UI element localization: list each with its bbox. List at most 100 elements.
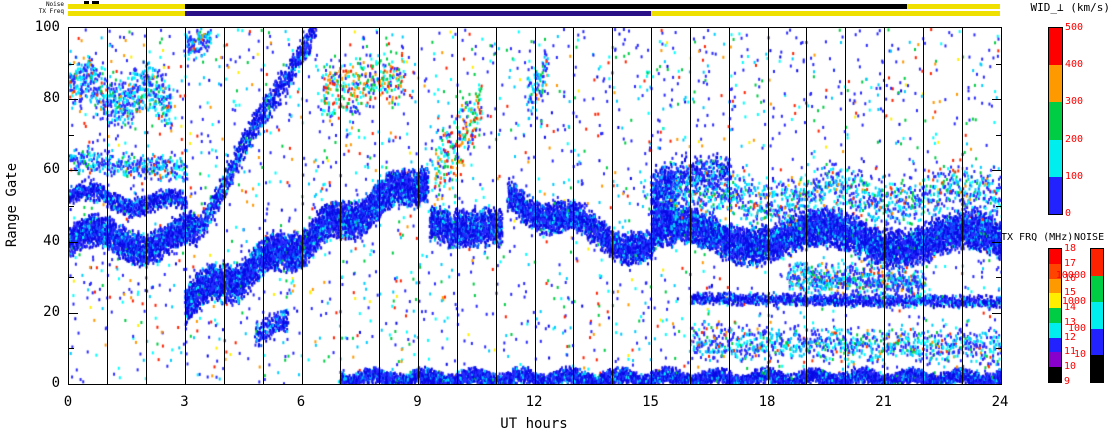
y-minor-tick bbox=[996, 206, 1001, 207]
y-axis-title: Range Gate bbox=[4, 162, 20, 248]
txfrq-colorbar-segment bbox=[1049, 263, 1061, 280]
hour-gridline bbox=[456, 28, 458, 384]
y-major-tick bbox=[992, 99, 1001, 101]
txfrq-colorbar-title: TX FRQ (MHz) bbox=[1001, 232, 1074, 243]
x-tick-label: 18 bbox=[758, 394, 776, 410]
noise-tick-label: 10000 bbox=[1055, 269, 1086, 281]
txfrq-colorbar-segment bbox=[1049, 322, 1061, 339]
status-bar-segment bbox=[68, 11, 185, 16]
y-minor-tick bbox=[996, 134, 1001, 136]
txfrq-tick-label: 15 bbox=[1064, 287, 1077, 299]
wid-tick-label: 300 bbox=[1065, 96, 1084, 108]
hour-gridline bbox=[185, 28, 186, 384]
noise-bar-label: Noise bbox=[45, 1, 64, 8]
wid-colorbar-segment bbox=[1049, 65, 1062, 103]
txfrq-colorbar-segment bbox=[1049, 293, 1061, 309]
status-bar-segment bbox=[184, 4, 907, 9]
x-tick-label: 21 bbox=[875, 394, 892, 410]
y-major-tick bbox=[69, 241, 78, 243]
status-bar-segment bbox=[184, 11, 651, 16]
y-tick-label: 80 bbox=[43, 90, 60, 107]
txfrq-tick-label: 16 bbox=[1064, 272, 1077, 284]
y-tick-label: 20 bbox=[43, 303, 60, 320]
txfrq-colorbar-segment bbox=[1049, 337, 1061, 353]
y-major-tick bbox=[992, 312, 1001, 314]
x-tick-label: 0 bbox=[63, 394, 73, 410]
y-major-tick bbox=[992, 170, 1001, 172]
y-tick-label: 0 bbox=[51, 375, 60, 391]
hour-gridline bbox=[767, 28, 769, 384]
wid-colorbar-segment bbox=[1049, 176, 1062, 215]
noise-colorbar-segment bbox=[1091, 275, 1103, 303]
noise-status-bar bbox=[68, 4, 1000, 9]
status-bar-segment bbox=[650, 11, 1000, 16]
y-minor-tick bbox=[69, 348, 74, 350]
txfrq-tick-label: 12 bbox=[1064, 331, 1077, 343]
hour-gridline bbox=[146, 28, 148, 384]
y-minor-tick bbox=[69, 134, 74, 136]
noise-colorbar-title: NOISE bbox=[1074, 232, 1105, 243]
txfrq-tick-label: 13 bbox=[1064, 316, 1077, 328]
txfrq-colorbar-segment bbox=[1049, 249, 1061, 265]
hour-gridline bbox=[573, 28, 575, 384]
txfrq-colorbar-segment bbox=[1049, 278, 1061, 294]
noise-colorbar-segment bbox=[1091, 355, 1103, 383]
wid-tick-label: 200 bbox=[1065, 133, 1084, 145]
txfrq-tick-label: 17 bbox=[1064, 257, 1077, 269]
hour-gridline bbox=[884, 28, 885, 384]
hour-gridline bbox=[728, 28, 730, 384]
noise-tick-label: 1000 bbox=[1061, 296, 1086, 308]
hour-gridline bbox=[689, 28, 691, 384]
y-major-tick bbox=[992, 241, 1001, 243]
x-tick-label: 3 bbox=[180, 394, 189, 410]
txfrq-tick-label: 9 bbox=[1064, 376, 1071, 387]
hour-gridline bbox=[845, 28, 847, 384]
txfreq-status-bar bbox=[68, 11, 1000, 16]
wid-colorbar-title: WID_⊥ (km/s) bbox=[1030, 1, 1110, 14]
txfrq-tick-label: 14 bbox=[1064, 302, 1077, 314]
wid-tick-label: 500 bbox=[1065, 22, 1084, 33]
txfrq-tick-label: 10 bbox=[1064, 361, 1077, 373]
txfrq-tick-label: 11 bbox=[1064, 346, 1077, 358]
noise-tick-label: 100 bbox=[1067, 322, 1086, 334]
y-minor-tick bbox=[69, 63, 74, 65]
hour-gridline bbox=[922, 28, 924, 384]
y-minor-tick bbox=[69, 277, 74, 279]
wid-colorbar-segment bbox=[1049, 139, 1062, 178]
hour-gridline bbox=[806, 28, 808, 384]
hour-gridline bbox=[223, 28, 225, 384]
hour-gridline bbox=[107, 28, 109, 384]
txfrq-tick-label: 18 bbox=[1064, 243, 1077, 254]
x-tick-label: 12 bbox=[525, 394, 543, 410]
wid-colorbar-segment bbox=[1049, 28, 1062, 66]
wid-colorbar-segment bbox=[1049, 102, 1062, 141]
hour-gridline bbox=[651, 28, 652, 384]
x-axis-title: UT hours bbox=[500, 416, 568, 432]
status-bar-segment bbox=[906, 4, 1000, 9]
noise-colorbar bbox=[1090, 248, 1104, 383]
y-minor-tick bbox=[996, 348, 1001, 350]
txfrq-colorbar-segment bbox=[1049, 352, 1061, 368]
x-tick-label: 24 bbox=[991, 394, 1009, 410]
wid-tick-label: 100 bbox=[1065, 170, 1084, 182]
hour-gridline bbox=[961, 28, 963, 384]
txfrq-colorbar-segment bbox=[1049, 308, 1061, 324]
hour-gridline bbox=[301, 28, 303, 384]
x-tick-label: 15 bbox=[642, 394, 659, 410]
wid-colorbar bbox=[1048, 27, 1063, 215]
hour-gridline bbox=[534, 28, 536, 384]
hour-gridline bbox=[495, 28, 497, 384]
y-minor-tick bbox=[996, 63, 1001, 65]
hour-gridline bbox=[418, 28, 419, 384]
y-tick-label: 40 bbox=[43, 232, 60, 249]
y-minor-tick bbox=[69, 206, 74, 207]
noise-spike-mark bbox=[92, 1, 100, 4]
status-bar-segment bbox=[68, 4, 185, 9]
x-tick-label: 6 bbox=[296, 394, 306, 410]
noise-colorbar-segment bbox=[1091, 328, 1103, 356]
hour-gridline bbox=[379, 28, 381, 384]
noise-spike-mark bbox=[83, 1, 90, 4]
hour-gridline bbox=[612, 28, 614, 384]
txfreq-bar-label: TX Freq bbox=[38, 8, 64, 15]
